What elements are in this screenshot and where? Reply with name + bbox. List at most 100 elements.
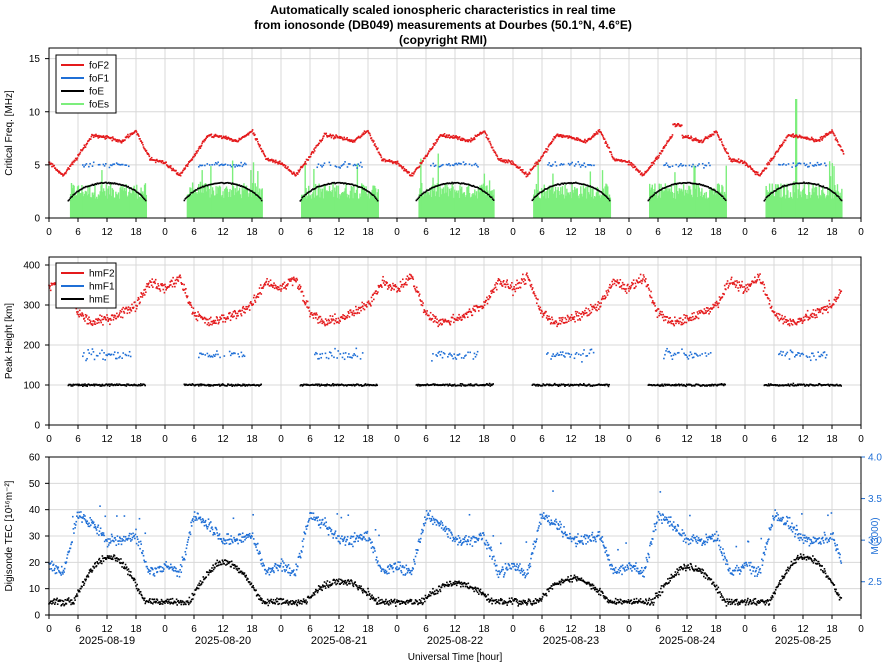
hmF2-point bbox=[396, 291, 398, 293]
foF2-point bbox=[639, 170, 641, 172]
foF2-point bbox=[704, 137, 706, 140]
foF2-point bbox=[428, 150, 431, 153]
hmF2-point bbox=[515, 284, 517, 286]
foF2-point bbox=[504, 159, 506, 161]
foF2-point bbox=[277, 161, 280, 163]
foEs-bar bbox=[839, 192, 841, 218]
foEs-bar bbox=[441, 188, 444, 218]
foEs-bar bbox=[795, 99, 798, 218]
hmF2-point bbox=[539, 306, 542, 309]
foF2-point bbox=[404, 169, 407, 172]
hmF2-point bbox=[157, 283, 159, 285]
hmF1-point bbox=[101, 349, 103, 352]
foE-point bbox=[659, 189, 661, 191]
foEs-bar bbox=[533, 189, 536, 218]
hmF2-point bbox=[600, 298, 603, 301]
foE-point bbox=[551, 185, 554, 187]
hmF2-point bbox=[349, 309, 352, 311]
foE-point bbox=[461, 182, 464, 185]
foE-point bbox=[478, 187, 480, 190]
foE-point bbox=[779, 187, 782, 189]
foF2-point bbox=[363, 133, 365, 136]
hmF2-point bbox=[173, 282, 176, 285]
hmF2-point bbox=[432, 313, 434, 316]
foE-point bbox=[114, 183, 117, 185]
foF2-point bbox=[507, 159, 510, 161]
foE-point bbox=[430, 187, 432, 190]
foF2-point bbox=[210, 133, 213, 136]
hmF2-point bbox=[270, 283, 272, 286]
hmF2-point bbox=[487, 298, 490, 301]
foEs-bar bbox=[769, 192, 772, 218]
hmF2-point bbox=[77, 314, 80, 316]
foEs-bar bbox=[444, 183, 446, 218]
foF2-point bbox=[445, 135, 448, 137]
foE-point bbox=[73, 193, 75, 196]
hmE-point bbox=[357, 383, 360, 386]
hmE-point bbox=[604, 384, 606, 387]
foE-point bbox=[437, 184, 440, 187]
foEs-bar bbox=[606, 184, 608, 218]
foEs-bar bbox=[800, 191, 802, 218]
hmE-point bbox=[190, 384, 193, 387]
foE-point bbox=[470, 185, 473, 187]
foE-point bbox=[360, 186, 363, 189]
foEs-bar bbox=[547, 198, 550, 218]
foEs-bar bbox=[669, 188, 671, 218]
hmF2-point bbox=[121, 308, 123, 311]
foEs-bar bbox=[550, 188, 552, 218]
foF2-point bbox=[695, 138, 698, 141]
hmF2-point bbox=[305, 300, 308, 302]
foEs-bar bbox=[583, 188, 585, 218]
hmF2-point bbox=[275, 286, 278, 289]
foF1-point bbox=[449, 164, 451, 167]
hmF1-point bbox=[705, 355, 708, 357]
hmF2-point bbox=[194, 315, 197, 317]
foEs-bar bbox=[477, 187, 479, 218]
hmF2-point bbox=[573, 318, 575, 321]
hmF1-point bbox=[233, 352, 235, 354]
hmF2-point bbox=[151, 278, 154, 280]
hmF2-point bbox=[472, 307, 474, 310]
hmE-point bbox=[419, 385, 421, 387]
hmF2-point bbox=[472, 309, 475, 311]
foF2-point bbox=[448, 134, 450, 136]
hmF1-point bbox=[437, 352, 440, 354]
foE-point bbox=[560, 182, 563, 185]
hmF2-point bbox=[276, 287, 278, 290]
foEs-bar bbox=[418, 194, 420, 218]
foE-point bbox=[79, 189, 81, 191]
foEs-bar bbox=[363, 186, 366, 218]
foEs-bar bbox=[143, 184, 146, 218]
hmF2-point bbox=[732, 283, 734, 285]
hmF2-point bbox=[674, 316, 676, 319]
hmF2-point bbox=[405, 278, 408, 280]
foE-point bbox=[128, 187, 131, 189]
hmF2-point bbox=[522, 273, 524, 276]
foE-point bbox=[137, 191, 139, 194]
foEs-bar bbox=[781, 196, 784, 218]
foF2-point bbox=[707, 137, 709, 140]
hmF2-point bbox=[328, 320, 330, 322]
hmF1-point bbox=[432, 353, 434, 355]
foEs-bar bbox=[248, 193, 250, 218]
x-tick-label: 12 bbox=[333, 434, 345, 445]
hmF1-point bbox=[569, 356, 572, 358]
hmF2-point bbox=[723, 284, 726, 287]
foEs-bar bbox=[572, 189, 574, 218]
foF2-point bbox=[135, 129, 137, 132]
foE-point bbox=[98, 182, 101, 185]
hmF2-point bbox=[639, 281, 641, 283]
hmF2-point bbox=[325, 323, 328, 326]
hmF2-point bbox=[741, 280, 743, 283]
foEs-bar bbox=[834, 185, 836, 218]
foEs-bar bbox=[84, 190, 87, 218]
foF2-point bbox=[214, 135, 216, 137]
foEs-bar bbox=[654, 183, 656, 218]
hmF2-point bbox=[296, 279, 299, 281]
hmF2-point bbox=[583, 312, 586, 314]
foF2-point bbox=[787, 135, 789, 137]
hmF2-point bbox=[669, 320, 672, 323]
foF2-point bbox=[654, 159, 656, 162]
hmF2-point bbox=[337, 321, 339, 323]
